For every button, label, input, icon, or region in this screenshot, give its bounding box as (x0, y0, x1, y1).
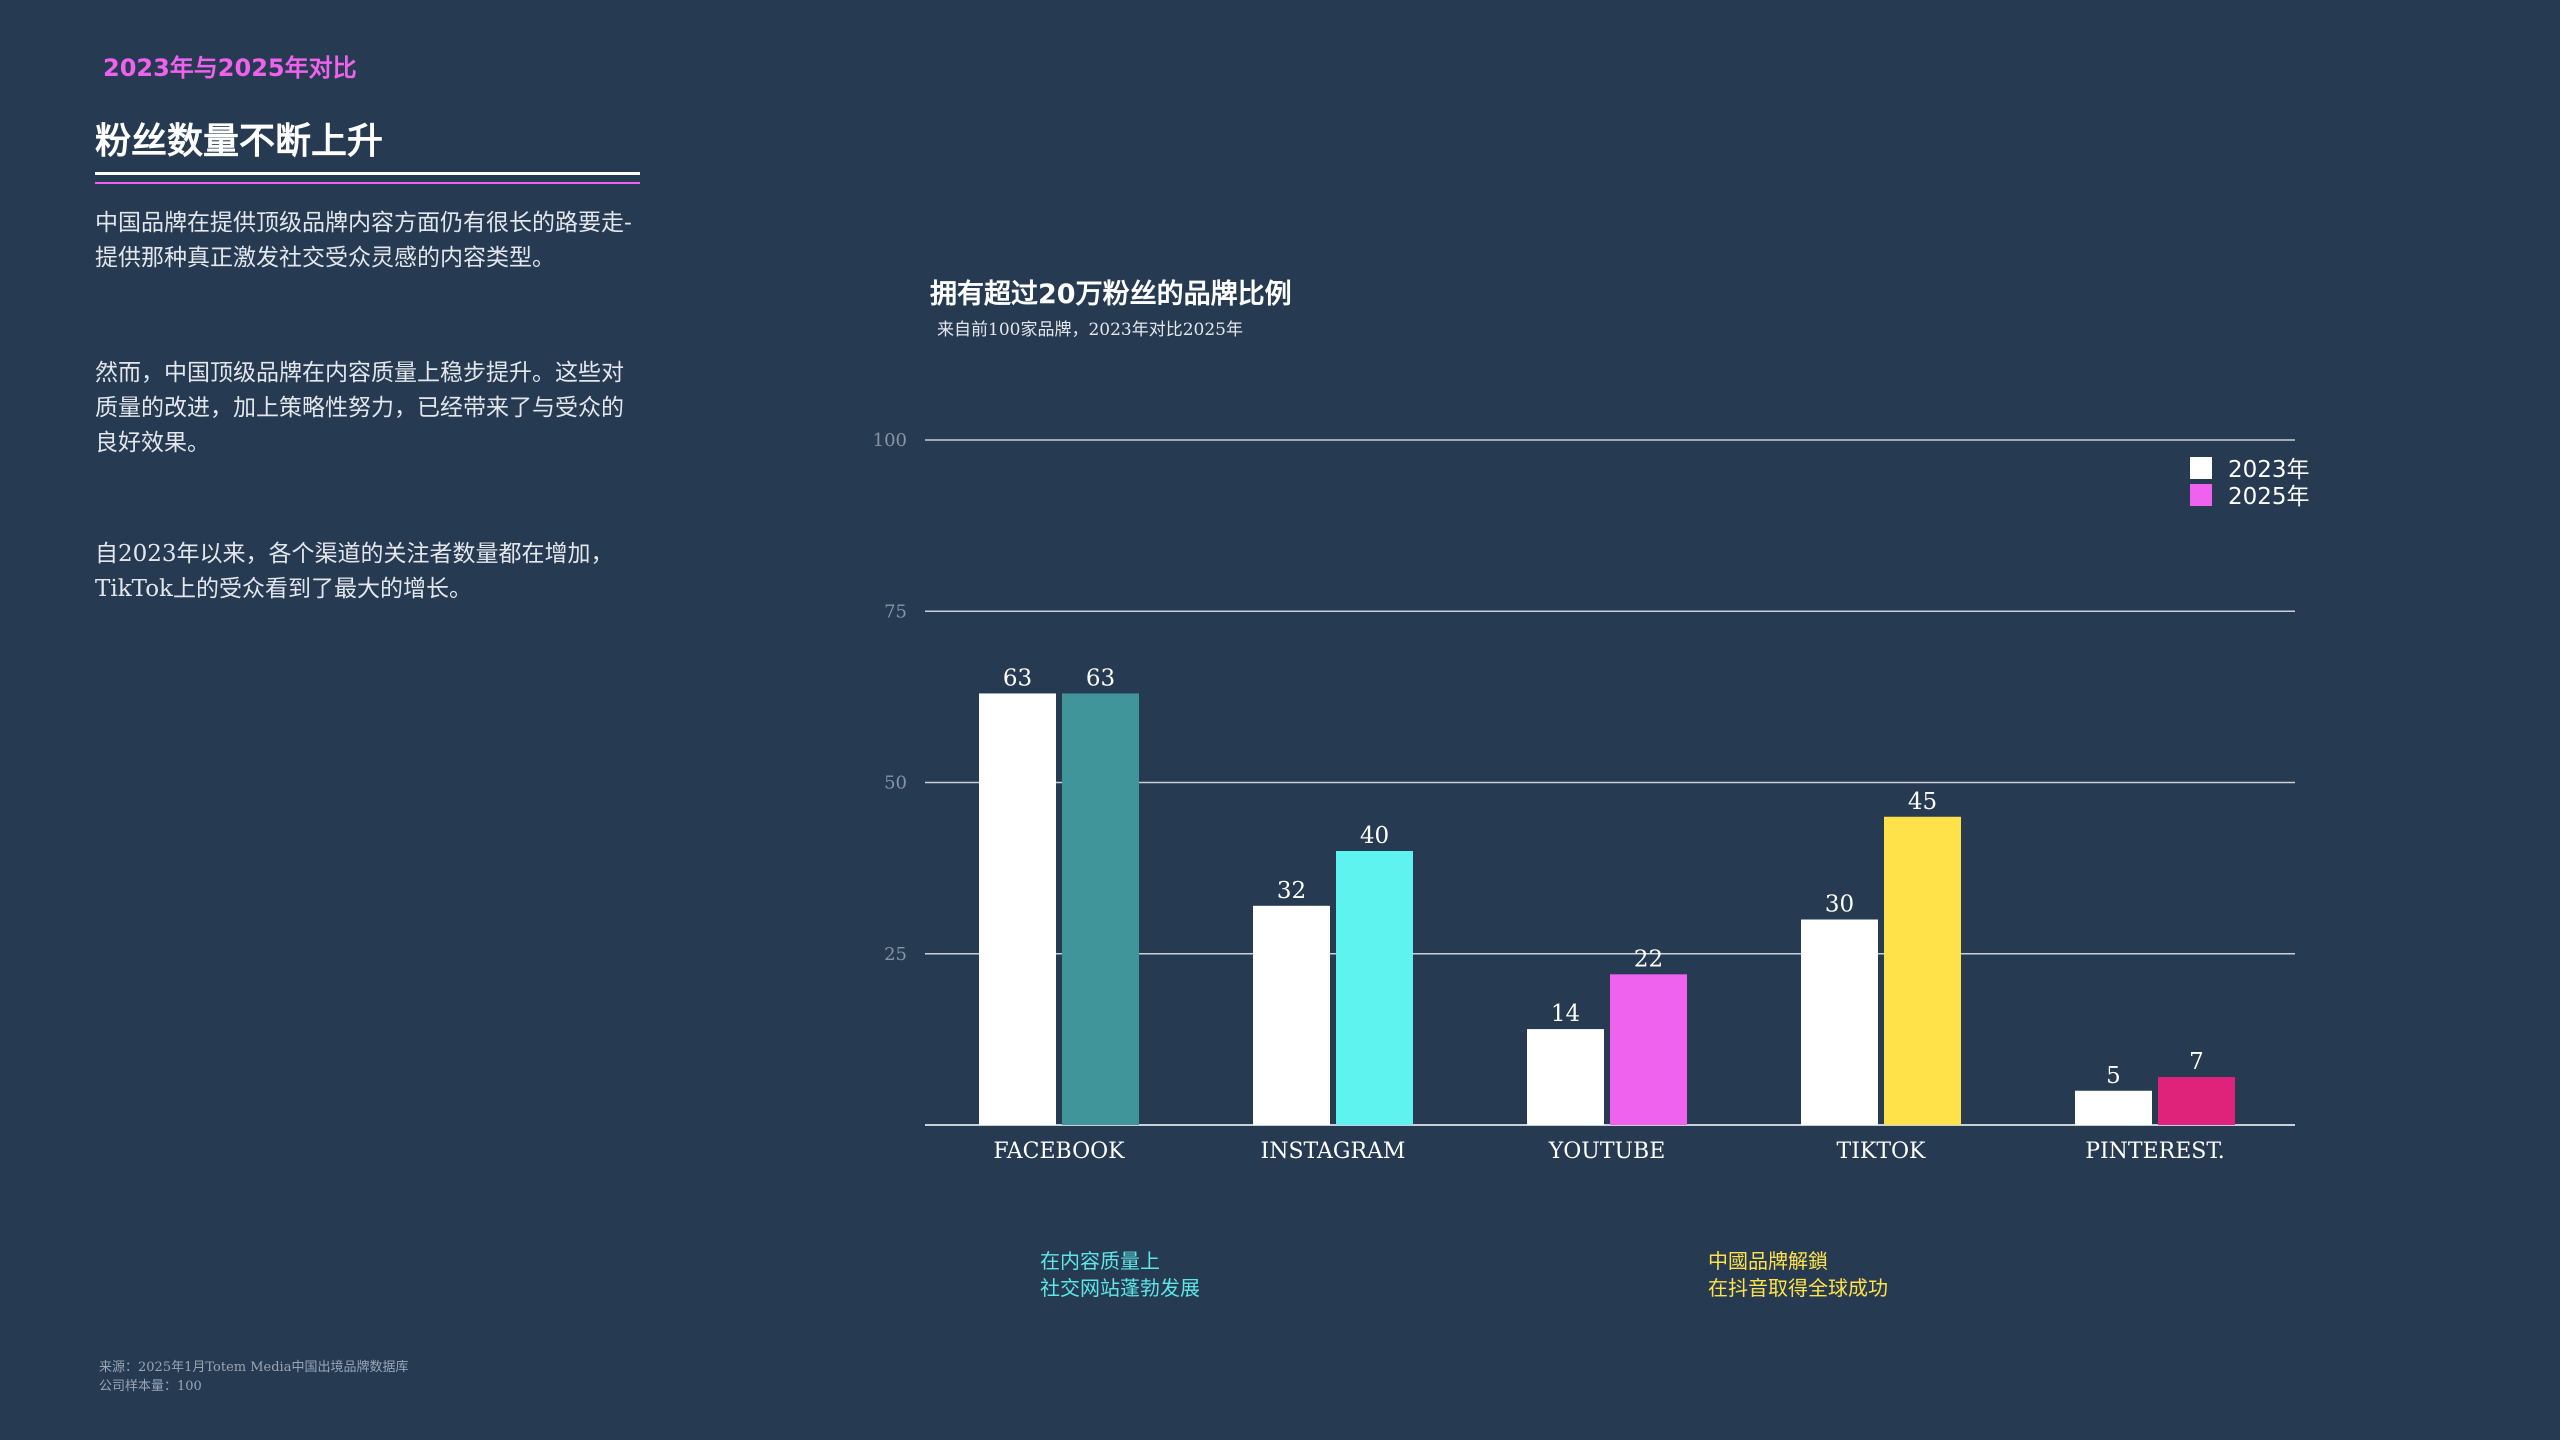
bar-2025 (1336, 851, 1413, 1125)
bar-2023 (1801, 919, 1878, 1125)
annotation-cyan-line-1: 在内容质量上 (1040, 1249, 1160, 1273)
bar-2023 (1527, 1029, 1604, 1125)
data-label-2025: 63 (1086, 665, 1115, 691)
data-label-2025: 45 (1908, 789, 1937, 815)
bar-2025 (2158, 1077, 2235, 1125)
data-label-2025: 40 (1360, 823, 1389, 849)
source-line-2: 公司样本量：100 (99, 1379, 202, 1394)
annotation-tiktok-success: 中國品牌解鎖 在抖音取得全球成功 (1708, 1248, 1888, 1302)
bar-2025 (1610, 974, 1687, 1125)
legend-swatch-2025 (2190, 484, 2212, 506)
legend-swatch-2023 (2190, 457, 2212, 479)
data-label-2025: 7 (2189, 1049, 2204, 1075)
annotation-cyan-line-2: 社交网站蓬勃发展 (1040, 1276, 1200, 1300)
y-tick-label: 50 (884, 773, 907, 794)
eyebrow-label: 2023年与2025年对比 (103, 54, 357, 82)
bar-2023 (2075, 1090, 2152, 1125)
legend-label-2023: 2023年 (2228, 457, 2310, 483)
bar-2023 (979, 693, 1056, 1125)
page-title: 粉丝数量不断上升 (95, 121, 384, 162)
y-tick-label: 100 (873, 430, 907, 451)
title-underline-pink (95, 182, 640, 184)
data-label-2023: 32 (1277, 878, 1306, 904)
data-label-2023: 63 (1003, 665, 1032, 691)
bar-2025 (1884, 816, 1961, 1125)
source-note: 来源：2025年1月Totem Media中国出境品牌数据库 公司样本量：100 (99, 1358, 408, 1396)
x-category-label: YOUTUBE (1548, 1139, 1666, 1164)
y-tick-label: 75 (884, 601, 907, 622)
body-paragraph-3: 自2023年以来，各个渠道的关注者数量都在增加，TikTok上的受众看到了最大的… (95, 541, 614, 602)
y-tick-label: 25 (884, 944, 907, 965)
bar-2023 (1253, 905, 1330, 1125)
data-label-2025: 22 (1634, 946, 1663, 972)
x-category-label: FACEBOOK (993, 1139, 1125, 1164)
data-label-2023: 30 (1825, 892, 1854, 918)
annotation-content-quality: 在内容质量上 社交网站蓬勃发展 (1040, 1248, 1200, 1302)
body-paragraph-2: 然而，中国顶级品牌在内容质量上稳步提升。这些对质量的改进，加上策略性努力，已经带… (95, 360, 624, 456)
source-line-1: 来源：2025年1月Totem Media中国出境品牌数据库 (99, 1360, 409, 1375)
body-paragraph-1: 中国品牌在提供顶级品牌内容方面仍有很长的路要走-提供那种真正激发社交受众灵感的内… (95, 210, 632, 271)
data-label-2023: 14 (1551, 1001, 1580, 1027)
chart-subtitle: 来自前100家品牌，2023年对比2025年 (937, 320, 1243, 340)
chart-title: 拥有超过20万粉丝的品牌比例 (930, 279, 1292, 310)
x-category-label: TIKTOK (1837, 1139, 1927, 1164)
title-underline-white (95, 172, 640, 175)
annotation-yellow-line-2: 在抖音取得全球成功 (1708, 1276, 1888, 1300)
bar-2025 (1062, 693, 1139, 1125)
data-label-2023: 5 (2106, 1063, 2121, 1089)
legend-label-2025: 2025年 (2228, 484, 2310, 510)
x-category-label: INSTAGRAM (1261, 1139, 1406, 1164)
annotation-yellow-line-1: 中國品牌解鎖 (1708, 1249, 1828, 1273)
x-category-label: PINTEREST. (2085, 1139, 2225, 1164)
